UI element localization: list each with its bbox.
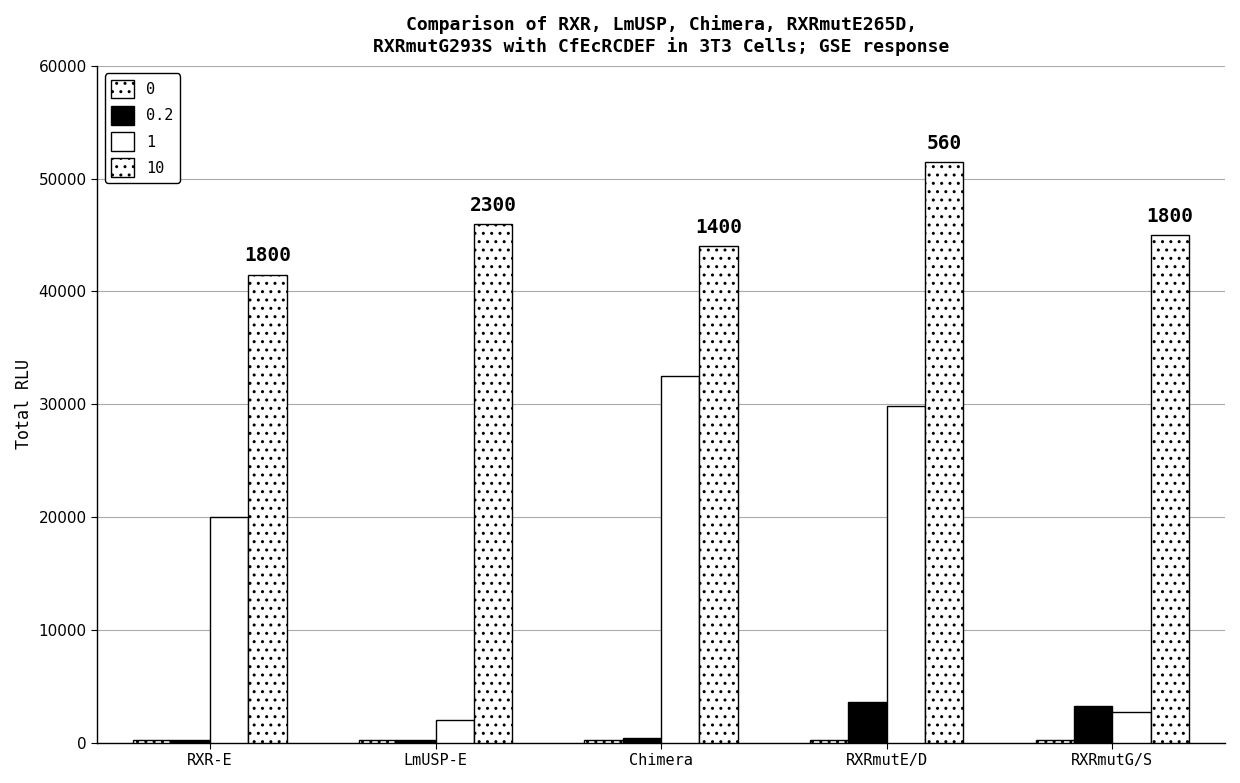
Bar — [171, 741, 210, 742]
Bar — [584, 741, 622, 742]
Title: Comparison of RXR, LmUSP, Chimera, RXRmutE265D,
RXRmutG293S with CfEcRCDEF in 3T: Comparison of RXR, LmUSP, Chimera, RXRmu… — [373, 15, 950, 56]
Bar — [1035, 741, 1074, 742]
Y-axis label: Total RLU: Total RLU — [15, 359, 33, 449]
Bar — [210, 517, 248, 742]
Bar — [925, 162, 963, 742]
Bar — [397, 741, 435, 742]
Bar — [810, 741, 848, 742]
Bar — [699, 247, 738, 742]
Text: 560: 560 — [926, 134, 962, 153]
Bar — [474, 224, 512, 742]
Bar — [661, 376, 699, 742]
Bar — [1074, 706, 1112, 742]
Bar — [248, 275, 286, 742]
Text: 1800: 1800 — [244, 247, 291, 265]
Bar — [358, 741, 397, 742]
Bar — [622, 738, 661, 742]
Text: 1800: 1800 — [1146, 207, 1193, 226]
Bar — [1112, 712, 1151, 742]
Bar — [848, 702, 887, 742]
Text: 2300: 2300 — [470, 196, 517, 215]
Legend: 0, 0.2, 1, 10: 0, 0.2, 1, 10 — [105, 74, 180, 183]
Text: 1400: 1400 — [696, 218, 742, 237]
Bar — [134, 741, 171, 742]
Bar — [887, 406, 925, 742]
Bar — [435, 720, 474, 742]
Bar — [1151, 235, 1189, 742]
